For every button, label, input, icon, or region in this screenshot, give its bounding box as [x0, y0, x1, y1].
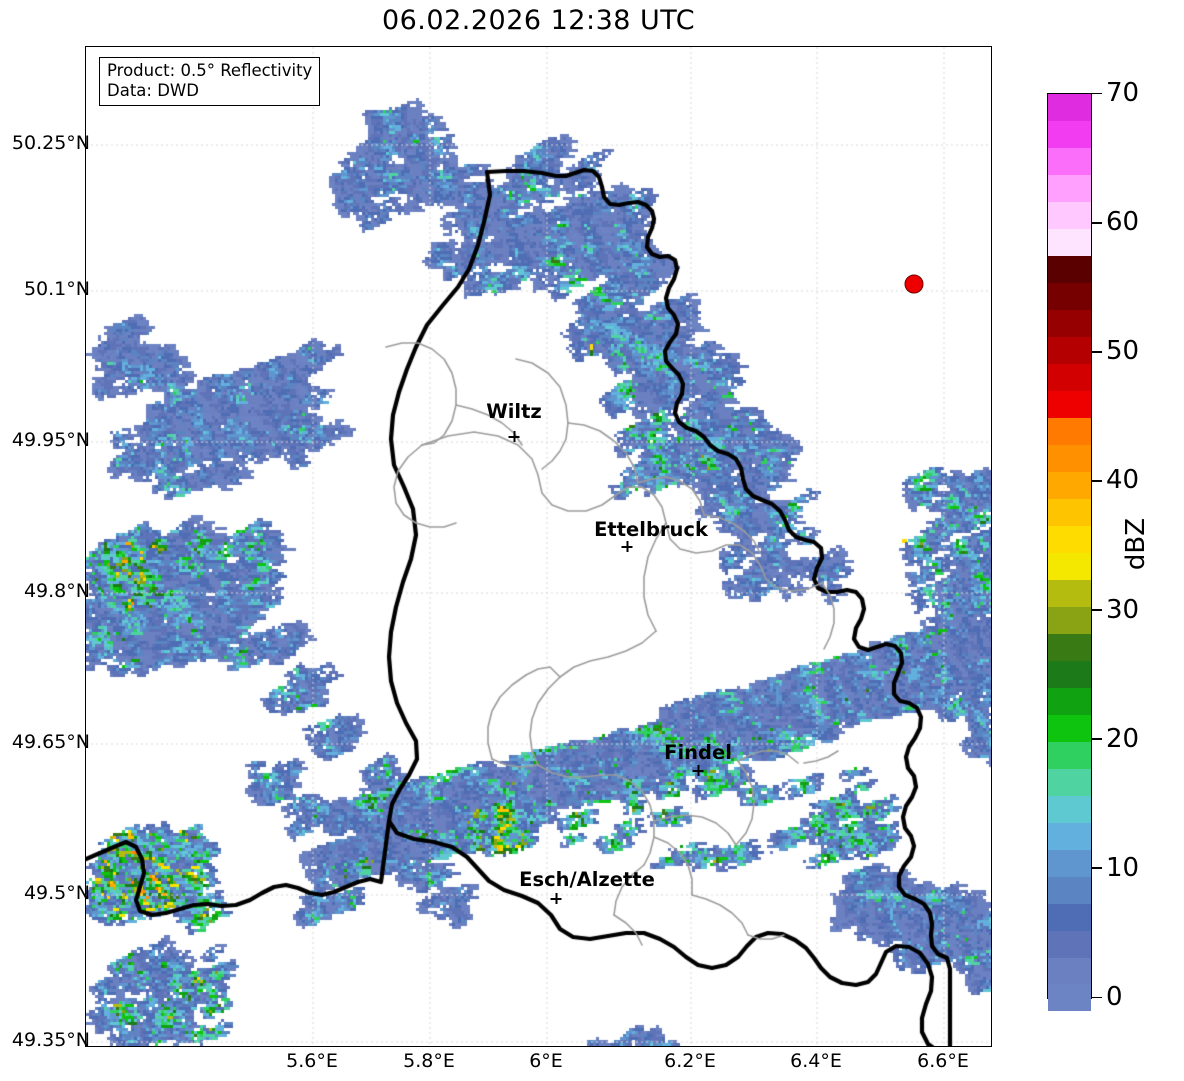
colorbar-band — [1048, 741, 1091, 769]
city-name: Esch/Alzette — [519, 868, 655, 891]
colorbar-band — [1048, 201, 1091, 229]
radar-map-plot[interactable]: Product: 0.5° Reflectivity Data: DWD Wil… — [85, 46, 992, 1047]
colorbar-band — [1048, 471, 1091, 499]
colorbar-band — [1048, 228, 1091, 256]
colorbar-band — [1048, 660, 1091, 688]
city-marker-icon — [550, 891, 562, 904]
colorbar-tick: 70 — [1091, 80, 1139, 106]
cross-marker-icon — [550, 893, 562, 904]
city-marker-icon — [692, 763, 704, 776]
city-label-esch-alzette: Esch/Alzette — [519, 870, 655, 890]
colorbar-tick: 20 — [1091, 726, 1139, 752]
colorbar-band — [1048, 633, 1091, 661]
colorbar-tick: 60 — [1091, 209, 1139, 235]
colorbar-band — [1048, 120, 1091, 148]
colorbar-band — [1048, 147, 1091, 175]
radar-canvas-wrap — [86, 47, 991, 1046]
colorbar-band — [1048, 444, 1091, 472]
x-axis-tick: 6.2°E — [664, 1050, 716, 1072]
colorbar-tick: 10 — [1091, 855, 1139, 881]
city-name: Wiltz — [486, 400, 542, 423]
colorbar-band — [1048, 876, 1091, 904]
city-marker-icon — [508, 429, 520, 442]
product-line: Product: 0.5° Reflectivity — [107, 61, 313, 80]
colorbar-band — [1048, 714, 1091, 742]
x-axis-tick: 5.8°E — [403, 1050, 455, 1072]
colorbar-band — [1048, 336, 1091, 364]
colorbar-tick: 50 — [1091, 338, 1139, 364]
colorbar-label: dBZ — [1121, 517, 1151, 571]
colorbar-band — [1048, 255, 1091, 283]
colorbar-tick: 40 — [1091, 467, 1139, 493]
colorbar-band — [1048, 94, 1091, 121]
city-label-findel: Findel — [664, 743, 732, 763]
colorbar-tick: 30 — [1091, 597, 1139, 623]
colorbar-band — [1048, 795, 1091, 823]
colorbar-band — [1048, 822, 1091, 850]
colorbar-band — [1048, 417, 1091, 445]
product-info-box: Product: 0.5° Reflectivity Data: DWD — [99, 57, 321, 106]
x-axis-tick: 6°E — [529, 1050, 563, 1072]
colorbar-band — [1048, 984, 1091, 1012]
city-name: Ettelbruck — [594, 518, 708, 541]
data-source-line: Data: DWD — [107, 81, 199, 100]
x-axis-tick: 6.4°E — [790, 1050, 842, 1072]
colorbar-band — [1048, 282, 1091, 310]
colorbar-band — [1048, 525, 1091, 553]
radar-site-marker[interactable] — [904, 274, 924, 294]
colorbar-band — [1048, 768, 1091, 796]
colorbar-band — [1048, 174, 1091, 202]
cross-marker-icon — [508, 431, 520, 442]
colorbar-band — [1048, 606, 1091, 634]
colorbar-tick: 0 — [1091, 984, 1123, 1010]
colorbar-band — [1048, 363, 1091, 391]
colorbar-band — [1048, 579, 1091, 607]
cross-marker-icon — [621, 541, 633, 552]
cross-marker-icon — [692, 765, 704, 776]
page-title: 06.02.2026 12:38 UTC — [381, 5, 696, 36]
city-label-ettelbruck: Ettelbruck — [594, 520, 708, 540]
colorbar-band — [1048, 390, 1091, 418]
colorbar-band — [1048, 849, 1091, 877]
colorbar-band — [1048, 687, 1091, 715]
city-label-wiltz: Wiltz — [486, 402, 542, 422]
colorbar-band — [1048, 552, 1091, 580]
city-marker-icon — [621, 539, 633, 552]
x-axis-tick: 5.6°E — [286, 1050, 338, 1072]
colorbar-band — [1048, 309, 1091, 337]
colorbar-band — [1048, 903, 1091, 931]
colorbar — [1047, 93, 1092, 1012]
x-axis-tick: 6.6°E — [917, 1050, 969, 1072]
colorbar-band — [1048, 957, 1091, 985]
colorbar-band — [1048, 498, 1091, 526]
colorbar-band — [1048, 930, 1091, 958]
radar-reflectivity-canvas — [86, 47, 991, 1046]
city-name: Findel — [664, 741, 732, 764]
